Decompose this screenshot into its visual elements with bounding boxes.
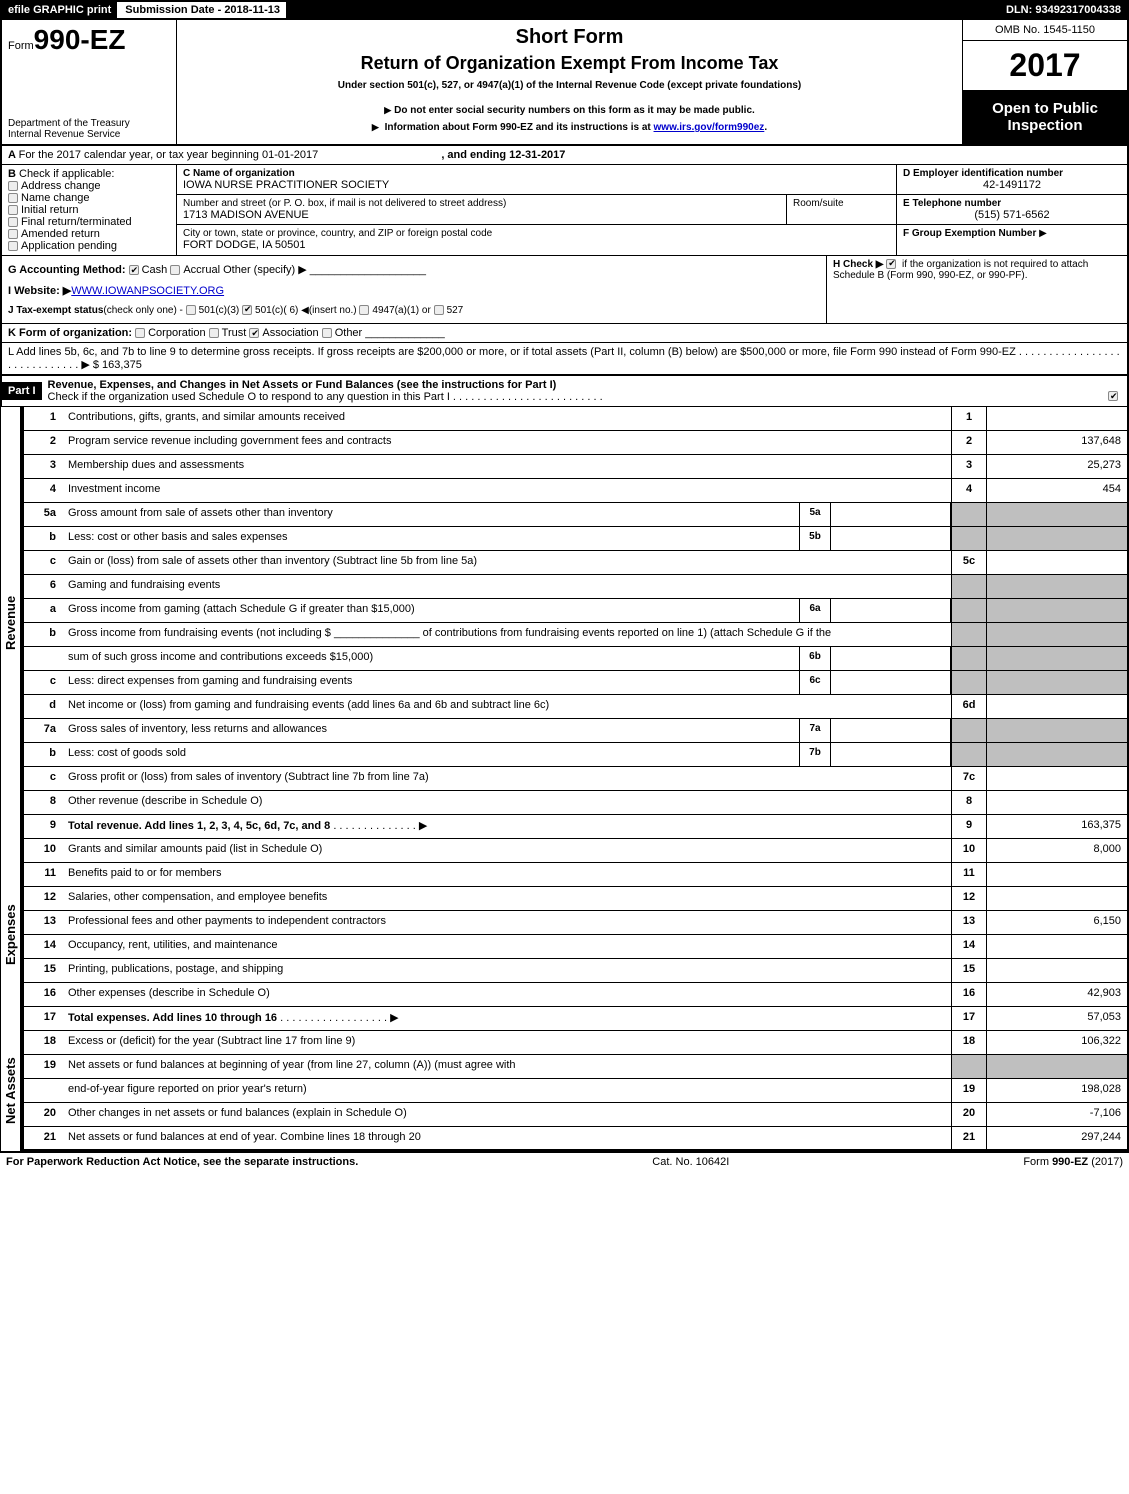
phone-label: E Telephone number xyxy=(903,198,1001,209)
ssn-warning: Do not enter social security numbers on … xyxy=(183,105,956,116)
chk-assoc[interactable] xyxy=(249,328,259,338)
val-8 xyxy=(987,791,1127,814)
ein-value: 42-1491172 xyxy=(903,179,1121,191)
revenue-block: Revenue 1Contributions, gifts, grants, a… xyxy=(0,407,1129,839)
irs-label: Internal Revenue Service xyxy=(8,129,130,140)
top-bar: efile GRAPHIC print Submission Date - 20… xyxy=(0,0,1129,20)
val-17: 57,053 xyxy=(987,1007,1127,1030)
netassets-side-label: Net Assets xyxy=(0,1031,22,1151)
val-10: 8,000 xyxy=(987,839,1127,862)
val-19: 198,028 xyxy=(987,1079,1127,1102)
val-16: 42,903 xyxy=(987,983,1127,1006)
form-number: 990-EZ xyxy=(34,24,126,55)
val-4: 454 xyxy=(987,479,1127,502)
room-suite-label: Room/suite xyxy=(786,195,896,224)
chk-final-return[interactable] xyxy=(8,217,18,227)
line-l: L Add lines 5b, 6c, and 7b to line 9 to … xyxy=(0,343,1129,376)
g-label: G Accounting Method: xyxy=(8,264,126,276)
val-14 xyxy=(987,935,1127,958)
chk-schedule-o[interactable] xyxy=(1108,391,1118,401)
val-15 xyxy=(987,959,1127,982)
efile-print-label[interactable]: efile GRAPHIC print xyxy=(2,2,119,18)
info-link-line: Information about Form 990-EZ and its in… xyxy=(183,122,956,133)
revenue-side-label: Revenue xyxy=(0,407,22,839)
entity-block: B Check if applicable: Address change Na… xyxy=(0,165,1129,256)
chk-501c[interactable] xyxy=(242,305,252,315)
chk-application-pending[interactable] xyxy=(8,241,18,251)
expenses-block: Expenses 10Grants and similar amounts pa… xyxy=(0,839,1129,1031)
val-18: 106,322 xyxy=(987,1031,1127,1054)
cat-no: Cat. No. 10642I xyxy=(652,1156,729,1168)
part1-label: Part I xyxy=(2,382,42,400)
submission-date: Submission Date - 2018-11-13 xyxy=(119,2,288,18)
tax-year: 2017 xyxy=(963,41,1127,90)
form-ref: Form 990-EZ (2017) xyxy=(1023,1156,1123,1168)
chk-527[interactable] xyxy=(434,305,444,315)
h-label: H Check ▶ xyxy=(833,259,883,270)
c-name-label: C Name of organization xyxy=(183,168,295,179)
chk-name-change[interactable] xyxy=(8,193,18,203)
chk-schedule-b[interactable] xyxy=(886,259,896,269)
i-label: I Website: ▶ xyxy=(8,285,71,297)
open-to-public: Open to Public Inspection xyxy=(963,90,1127,144)
val-11 xyxy=(987,863,1127,886)
subtitle: Under section 501(c), 527, or 4947(a)(1)… xyxy=(183,80,956,91)
dln: DLN: 93492317004338 xyxy=(1000,2,1127,18)
expenses-side-label: Expenses xyxy=(0,839,22,1031)
paperwork-notice: For Paperwork Reduction Act Notice, see … xyxy=(6,1156,358,1168)
chk-address-change[interactable] xyxy=(8,181,18,191)
arrow-icon: ▶ xyxy=(1039,228,1047,239)
val-13: 6,150 xyxy=(987,911,1127,934)
chk-501c3[interactable] xyxy=(186,305,196,315)
g-h-row: G Accounting Method: Cash Accrual Other … xyxy=(0,256,1129,324)
city-label: City or town, state or province, country… xyxy=(183,228,890,239)
chk-cash[interactable] xyxy=(129,265,139,275)
form-header: Form990-EZ Department of the Treasury In… xyxy=(0,20,1129,146)
val-9: 163,375 xyxy=(987,815,1127,838)
val-21: 297,244 xyxy=(987,1127,1127,1149)
j-label: J Tax-exempt status xyxy=(8,305,103,316)
val-7c xyxy=(987,767,1127,790)
chk-other-org[interactable] xyxy=(322,328,332,338)
chk-accrual[interactable] xyxy=(170,265,180,275)
check-applicable-label: Check if applicable: xyxy=(19,168,114,180)
addr-label: Number and street (or P. O. box, if mail… xyxy=(183,198,780,209)
chk-corp[interactable] xyxy=(135,328,145,338)
val-1 xyxy=(987,407,1127,430)
dept-treasury: Department of the Treasury xyxy=(8,118,130,129)
short-form-title: Short Form xyxy=(183,26,956,49)
line-k: K Form of organization: Corporation Trus… xyxy=(0,324,1129,343)
val-6d xyxy=(987,695,1127,718)
part1-sub: Check if the organization used Schedule … xyxy=(48,391,450,403)
instructions-link[interactable]: www.irs.gov/form990ez xyxy=(654,122,765,133)
part1-header-row: Part I Revenue, Expenses, and Changes in… xyxy=(0,376,1129,407)
part1-heading: Revenue, Expenses, and Changes in Net As… xyxy=(48,379,557,391)
val-12 xyxy=(987,887,1127,910)
omb-no: OMB No. 1545-1150 xyxy=(963,20,1127,41)
form-prefix: Form xyxy=(8,40,34,52)
chk-trust[interactable] xyxy=(209,328,219,338)
main-title: Return of Organization Exempt From Incom… xyxy=(183,53,956,74)
gross-receipts: $ 163,375 xyxy=(93,359,142,371)
website-link[interactable]: WWW.IOWANPSOCIETY.ORG xyxy=(71,285,224,297)
phone-value: (515) 571-6562 xyxy=(903,209,1121,221)
city-state-zip: FORT DODGE, IA 50501 xyxy=(183,239,890,251)
page-footer: For Paperwork Reduction Act Notice, see … xyxy=(0,1151,1129,1171)
street-address: 1713 MADISON AVENUE xyxy=(183,209,780,221)
org-name: IOWA NURSE PRACTITIONER SOCIETY xyxy=(183,179,890,191)
val-5c xyxy=(987,551,1127,574)
val-2: 137,648 xyxy=(987,431,1127,454)
val-20: -7,106 xyxy=(987,1103,1127,1126)
line-a: A For the 2017 calendar year, or tax yea… xyxy=(0,146,1129,165)
ein-label: D Employer identification number xyxy=(903,168,1063,179)
chk-amended-return[interactable] xyxy=(8,229,18,239)
netassets-block: Net Assets 18Excess or (deficit) for the… xyxy=(0,1031,1129,1151)
chk-4947[interactable] xyxy=(359,305,369,315)
val-3: 25,273 xyxy=(987,455,1127,478)
chk-initial-return[interactable] xyxy=(8,205,18,215)
group-exempt-label: F Group Exemption Number xyxy=(903,228,1036,239)
